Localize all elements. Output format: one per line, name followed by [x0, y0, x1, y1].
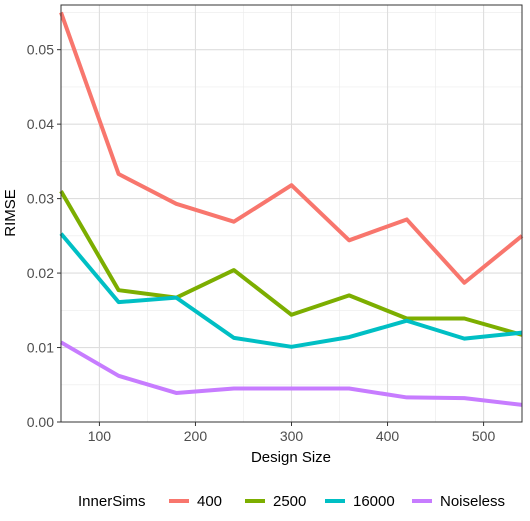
y-tick-label: 0.03: [27, 191, 54, 207]
y-tick-label: 0.01: [27, 340, 54, 356]
x-tick-label: 100: [88, 428, 112, 444]
series-line-16000: [59, 232, 523, 349]
y-axis: 0.00 0.01 0.02 0.03 0.04 0.05: [27, 42, 61, 430]
x-axis-label: Design Size: [251, 449, 331, 466]
series-line-2500: [59, 190, 523, 337]
y-tick-label: 0.04: [27, 116, 54, 132]
series-line-noiseless: [59, 340, 523, 407]
x-tick-label: 500: [472, 428, 496, 444]
x-tick-label: 400: [376, 428, 400, 444]
legend-title: InnerSims: [78, 493, 146, 510]
x-axis: 100 200 300 400 500: [88, 422, 496, 444]
legend-label-2500: 2500: [273, 493, 306, 510]
legend-label-noiseless: Noiseless: [440, 493, 505, 510]
legend-label-16000: 16000: [353, 493, 395, 510]
x-tick-label: 300: [280, 428, 304, 444]
y-tick-label: 0.05: [27, 42, 54, 58]
y-axis-label: RIMSE: [2, 189, 19, 237]
x-tick-label: 200: [184, 428, 208, 444]
legend: InnerSims 400 2500 16000 Noiseless: [78, 493, 505, 510]
y-tick-label: 0.02: [27, 265, 54, 281]
series-lines: [59, 11, 524, 407]
legend-label-400: 400: [197, 493, 222, 510]
series-line-400: [59, 11, 524, 285]
y-tick-label: 0.00: [27, 414, 54, 430]
